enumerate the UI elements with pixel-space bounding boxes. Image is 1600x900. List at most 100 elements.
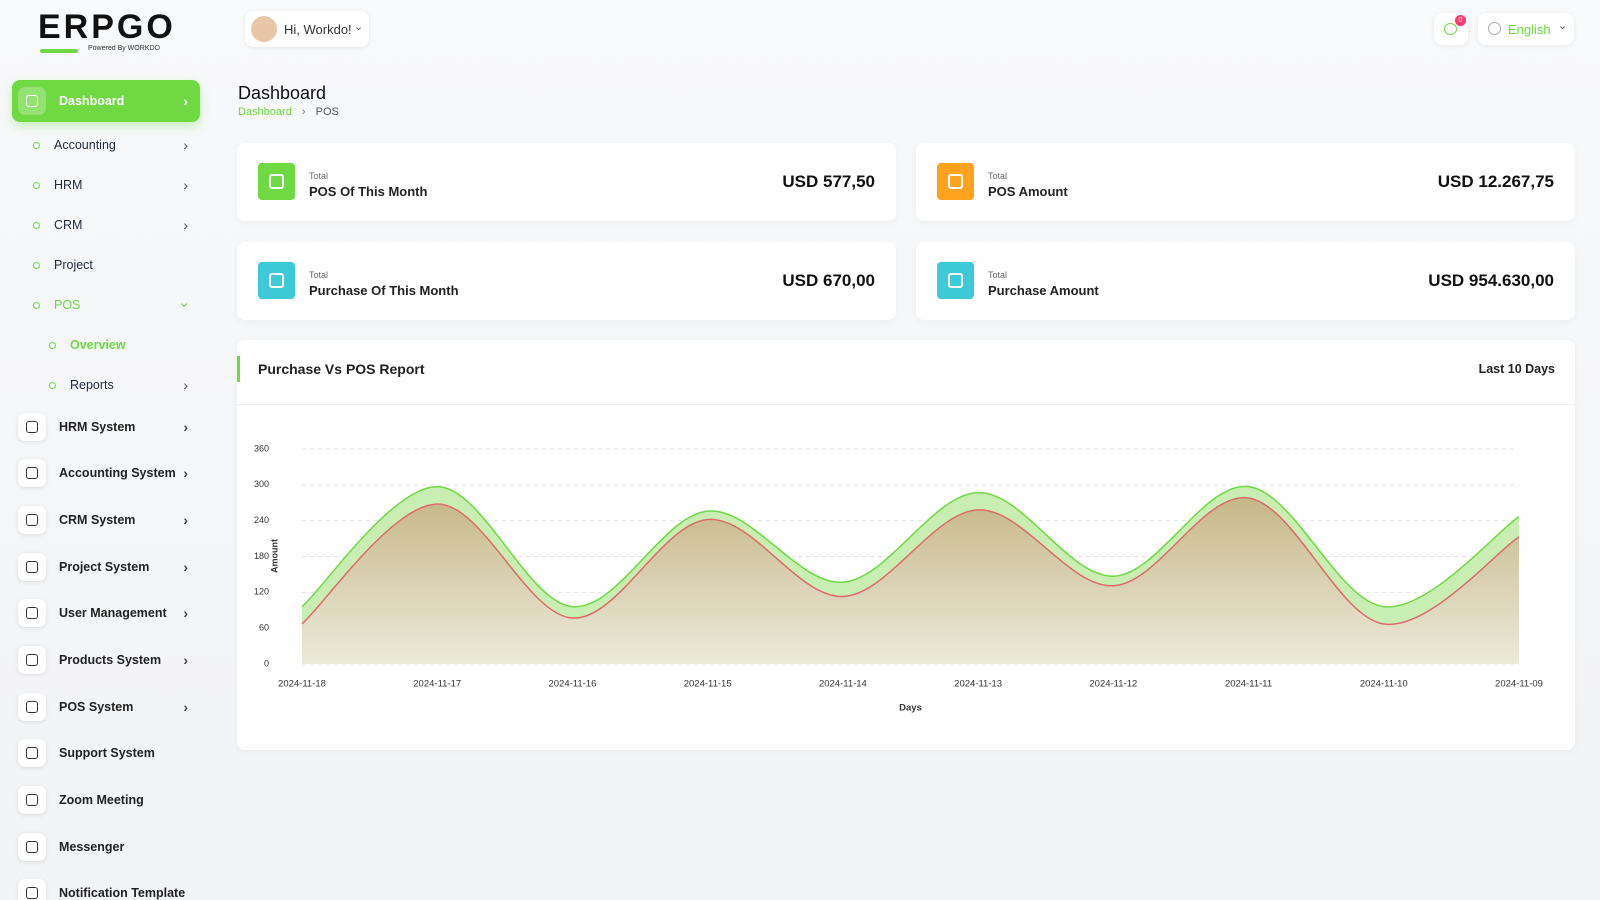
stat-caption: Total [309, 270, 329, 280]
menu-item[interactable]: HRM › [12, 165, 200, 205]
menu-icon [18, 599, 46, 627]
menu-arrow: › [183, 419, 188, 435]
y-tick-label: 300 [254, 479, 269, 489]
menu-icon [18, 413, 46, 441]
menu-icon [18, 506, 46, 534]
menu-icon [18, 459, 46, 487]
icon-glyph [26, 514, 38, 526]
menu-arrow: › [183, 93, 188, 109]
menu-label: Notification Template [59, 886, 186, 900]
menu-arrow: › [183, 465, 188, 481]
bullet [49, 341, 56, 349]
report-period[interactable]: Last 10 Days [1478, 362, 1555, 376]
menu-label: HRM System [59, 420, 136, 434]
y-tick-label: 240 [254, 515, 269, 525]
menu-arrow: › [183, 217, 188, 233]
divider [237, 404, 1575, 405]
y-tick-label: 180 [254, 551, 269, 561]
stat-value: USD 577,50 [782, 172, 875, 191]
menu-label: Support System [59, 746, 155, 760]
menu-icon [18, 879, 46, 900]
menu-item[interactable]: Products System › [12, 640, 200, 680]
icon-glyph [26, 887, 38, 899]
breadcrumb-link[interactable]: Dashboard [238, 106, 292, 118]
bullet [33, 301, 40, 309]
menu-icon [18, 553, 46, 581]
x-tick-label: 2024-11-12 [1089, 679, 1137, 690]
area [302, 497, 1519, 664]
menu-label: User Management [59, 606, 167, 620]
menu-item[interactable]: Reports › [12, 365, 200, 405]
menu-label: Products System [59, 653, 162, 667]
menu-item[interactable]: Accounting › [12, 125, 200, 165]
menu-icon [18, 739, 46, 767]
caret: ⌄ [354, 21, 364, 33]
chart: 0 60 120 180 240 300 360 2024-11-18 2024-11-17 20… [254, 443, 1543, 714]
menu-item[interactable]: Accounting System › [12, 453, 200, 493]
menu-item[interactable]: User Management › [12, 593, 200, 633]
notifications[interactable]: 0 [1434, 13, 1468, 45]
icon-glyph [948, 174, 963, 189]
menu-item[interactable]: CRM System › [12, 500, 200, 540]
icon-glyph [26, 747, 38, 759]
menu-label: POS System [59, 700, 134, 714]
menu-item[interactable]: Overview [12, 325, 200, 365]
menu-icon [18, 87, 46, 115]
breadcrumb: Dashboard › POS [238, 106, 339, 118]
menu-arrow: › [183, 605, 188, 621]
menu-icon [18, 786, 46, 814]
breadcrumb-current: POS [315, 106, 339, 118]
x-tick-label: 2024-11-11 [1225, 679, 1272, 690]
logo-underline [40, 49, 78, 53]
stat-label: POS Amount [988, 184, 1068, 199]
menu-arrow: › [183, 377, 188, 393]
x-axis-label: Days [899, 703, 922, 714]
language-select[interactable]: English ⌄ [1478, 13, 1574, 45]
stat-card: Total POS Of This Month USD 577,50 [237, 143, 896, 221]
menu-icon [18, 833, 46, 861]
stat-caption: Total [988, 171, 1008, 181]
report-card: Purchase Vs POS Report Last 10 Days 0 60 1… [237, 340, 1575, 750]
user-menu[interactable]: Hi, Workdo! ⌄ [245, 11, 369, 47]
menu-icon [18, 646, 46, 674]
menu-arrow: › [177, 302, 194, 308]
logo: ERPGO [38, 8, 176, 46]
menu-arrow: › [183, 137, 188, 153]
x-tick-label: 2024-11-10 [1360, 679, 1408, 690]
x-tick-label: 2024-11-18 [278, 679, 326, 690]
menu-item[interactable]: Messenger [12, 827, 200, 867]
menu-label: Reports [70, 378, 114, 392]
stat-caption: Total [309, 171, 329, 181]
y-axis-label: Amount [269, 539, 279, 573]
menu-item[interactable]: POS System › [12, 687, 200, 727]
menu-item[interactable]: Project [12, 245, 200, 285]
menu-item[interactable]: HRM System › [12, 407, 200, 447]
icon-glyph [269, 273, 284, 288]
stat-value: USD 954.630,00 [1428, 271, 1554, 290]
menu-item[interactable]: CRM › [12, 205, 200, 245]
line [301, 485, 1520, 608]
menu-item[interactable]: Zoom Meeting [12, 780, 200, 820]
menu-item[interactable]: Support System [12, 733, 200, 773]
stat-card: Total POS Amount USD 12.267,75 [916, 143, 1575, 221]
icon-glyph [26, 561, 38, 573]
icon-glyph [269, 174, 284, 189]
menu-item[interactable]: Project System › [12, 547, 200, 587]
bullet [33, 261, 40, 269]
menu-item[interactable]: Notification Template [12, 873, 200, 900]
icon-glyph [26, 607, 38, 619]
stat-caption: Total [988, 270, 1008, 280]
y-tick-label: 120 [254, 587, 269, 597]
stat-icon [258, 262, 295, 299]
x-tick-label: 2024-11-13 [954, 679, 1002, 690]
notification-count: 0 [1455, 15, 1466, 26]
menu-item[interactable]: Dashboard › [12, 80, 200, 122]
language: English [1508, 22, 1551, 37]
bullet [33, 221, 40, 229]
caret: ⌄ [1558, 20, 1568, 32]
menu-label: Dashboard [59, 94, 125, 108]
stat-icon [937, 262, 974, 299]
menu-item[interactable]: POS › [12, 285, 200, 325]
stat-value: USD 12.267,75 [1437, 172, 1554, 191]
